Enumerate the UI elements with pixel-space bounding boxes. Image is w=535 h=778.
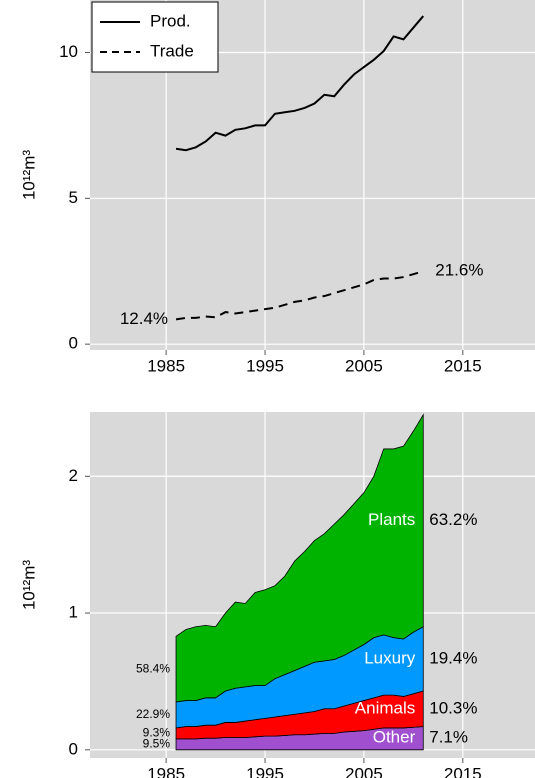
line bbox=[175, 270, 424, 321]
y-tick-label: 0 bbox=[69, 334, 78, 353]
y-axis-label: 10¹²m³ bbox=[19, 150, 38, 200]
area bbox=[175, 413, 424, 703]
x-tick-label: 2015 bbox=[444, 356, 482, 375]
series-name: Plants bbox=[368, 510, 415, 529]
end-label: 21.6% bbox=[435, 261, 483, 280]
y-tick-label: 0 bbox=[69, 739, 78, 758]
start-label: 58.4% bbox=[136, 661, 170, 675]
y-tick-label: 1 bbox=[69, 603, 78, 622]
start-label: 9.5% bbox=[143, 736, 171, 750]
end-label: 63.2% bbox=[429, 510, 477, 529]
start-label: 9.3% bbox=[143, 726, 171, 740]
end-label: 7.1% bbox=[429, 728, 468, 747]
y-tick-label: 2 bbox=[69, 466, 78, 485]
start-label: 12.4% bbox=[120, 309, 168, 328]
legend: Prod. Trade bbox=[91, 1, 219, 73]
y-tick-label: 5 bbox=[69, 188, 78, 207]
y-tick-label: 10 bbox=[59, 42, 78, 61]
y-axis-label: 10¹²m³ bbox=[19, 560, 38, 610]
start-label: 22.9% bbox=[136, 707, 170, 721]
series-name: Luxury bbox=[364, 648, 416, 667]
x-tick-label: 1985 bbox=[147, 764, 185, 778]
x-tick-label: 1985 bbox=[147, 356, 185, 375]
legend-label: Prod. bbox=[150, 11, 191, 30]
legend-label: Trade bbox=[150, 41, 194, 60]
x-tick-label: 2005 bbox=[345, 764, 383, 778]
series-name: Other bbox=[373, 728, 416, 747]
legend-box bbox=[91, 1, 219, 73]
x-tick-label: 2005 bbox=[345, 356, 383, 375]
x-tick-label: 2015 bbox=[444, 764, 482, 778]
end-label: 19.4% bbox=[429, 648, 477, 667]
end-label: 10.3% bbox=[429, 698, 477, 717]
series-name: Animals bbox=[355, 698, 415, 717]
line bbox=[175, 15, 425, 152]
x-tick-label: 1995 bbox=[246, 764, 284, 778]
x-tick-label: 1995 bbox=[246, 356, 284, 375]
